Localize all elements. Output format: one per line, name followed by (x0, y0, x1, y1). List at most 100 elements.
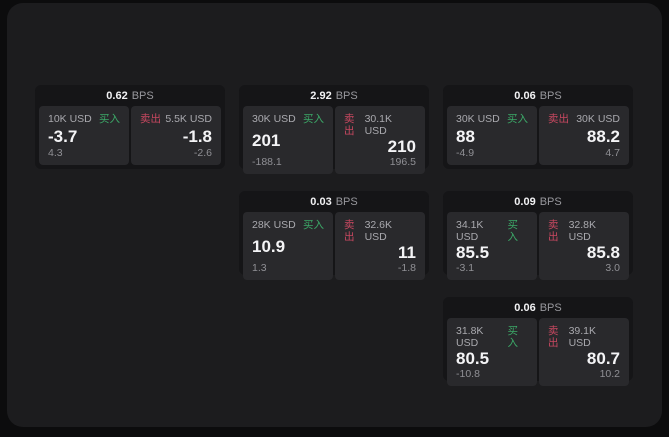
sell-badge: 卖出 (548, 113, 569, 125)
buy-badge: 买入 (99, 113, 120, 125)
buy-badge: 买入 (507, 325, 518, 349)
buy-main-value: 10.9 (252, 237, 286, 256)
buy-panel-top: 31.8K USD 买入 (456, 325, 528, 349)
sell-badge: 卖出 (140, 113, 161, 125)
sell-main-value: 11 (398, 243, 416, 262)
bps-unit-label: BPS (539, 301, 562, 314)
sell-main-value: 80.7 (586, 349, 620, 368)
sell-panel[interactable]: 卖出 39.1K USD 80.7 10.2 (539, 318, 629, 386)
buy-main-value: 88 (456, 126, 475, 146)
card-body: 10K USD 买入 -3.7 4.3 卖出 5.5K USD -1.8 -2.… (35, 106, 225, 169)
card-header: 0.06 BPS (443, 85, 633, 106)
buy-panel-top: 30K USD 买入 (252, 113, 324, 125)
buy-panel[interactable]: 34.1K USD 买入 85.5 -3.1 (447, 212, 537, 280)
buy-main-value: 80.5 (456, 349, 490, 368)
sell-sub-value: 196.5 (389, 156, 416, 168)
buy-amount-label: 30K USD (456, 113, 500, 125)
card-body: 31.8K USD 买入 80.5 -10.8 卖出 39.1K USD 80.… (443, 318, 633, 390)
sell-panel-top: 卖出 5.5K USD (140, 113, 212, 125)
buy-sub-value: -3.1 (456, 262, 475, 274)
buy-panel-top: 28K USD 买入 (252, 219, 324, 231)
buy-panel[interactable]: 31.8K USD 买入 80.5 -10.8 (447, 318, 537, 386)
buy-badge: 买入 (507, 113, 528, 125)
card-body: 34.1K USD 买入 85.5 -3.1 卖出 32.8K USD 85.8… (443, 212, 633, 284)
card-header: 2.92 BPS (239, 85, 429, 106)
buy-amount-label: 28K USD (252, 219, 296, 231)
sell-badge: 卖出 (548, 325, 559, 349)
sell-main-value: 210 (387, 137, 416, 156)
sell-amount-label: 32.6K USD (364, 219, 393, 243)
sell-panel-top: 卖出 32.6K USD (344, 219, 416, 243)
buy-main-value: -3.7 (48, 126, 78, 146)
card-header: 0.06 BPS (443, 297, 633, 318)
buy-panel[interactable]: 30K USD 买入 88 -4.9 (447, 106, 537, 165)
bps-value: 0.03 (310, 195, 332, 208)
bps-card: 0.62 BPS 10K USD 买入 -3.7 4.3 卖出 5.5K USD (35, 85, 225, 169)
sell-sub-value: 3.0 (605, 262, 620, 274)
sell-badge: 卖出 (344, 219, 355, 243)
sell-main-value: 88.2 (586, 126, 620, 146)
bps-value: 2.92 (310, 89, 332, 102)
buy-panel[interactable]: 30K USD 买入 201 -188.1 (243, 106, 333, 174)
buy-main-value: 201 (252, 131, 281, 150)
bps-unit-label: BPS (539, 89, 562, 102)
sell-amount-label: 5.5K USD (165, 113, 212, 125)
bps-card: 2.92 BPS 30K USD 买入 201 -188.1 卖出 30.1K … (239, 85, 429, 174)
buy-badge: 买入 (303, 113, 324, 125)
sell-panel[interactable]: 卖出 32.8K USD 85.8 3.0 (539, 212, 629, 280)
buy-sub-value: -4.9 (456, 147, 475, 159)
card-body: 30K USD 买入 201 -188.1 卖出 30.1K USD 210 1… (239, 106, 429, 178)
bps-card: 0.03 BPS 28K USD 买入 10.9 1.3 卖出 32.6K US… (239, 191, 429, 280)
buy-sub-value: -188.1 (252, 156, 282, 168)
card-header: 0.62 BPS (35, 85, 225, 106)
sell-sub-value: -2.6 (193, 147, 212, 159)
card-body: 28K USD 买入 10.9 1.3 卖出 32.6K USD 11 -1.8 (239, 212, 429, 284)
buy-amount-label: 34.1K USD (456, 219, 484, 243)
sell-badge: 卖出 (344, 113, 355, 137)
sell-panel[interactable]: 卖出 30K USD 88.2 4.7 (539, 106, 629, 165)
sell-main-value: 85.8 (586, 243, 620, 262)
bps-card: 0.09 BPS 34.1K USD 买入 85.5 -3.1 卖出 32.8K… (443, 191, 633, 280)
bps-value: 0.09 (514, 195, 536, 208)
bps-value: 0.06 (514, 89, 536, 102)
buy-panel-top: 10K USD 买入 (48, 113, 120, 125)
card-header: 0.03 BPS (239, 191, 429, 212)
sell-amount-label: 32.8K USD (568, 219, 597, 243)
quote-cards-grid: 0.62 BPS 10K USD 买入 -3.7 4.3 卖出 5.5K USD (35, 85, 633, 386)
card-header: 0.09 BPS (443, 191, 633, 212)
sell-sub-value: 4.7 (605, 147, 620, 159)
sell-sub-value: -1.8 (397, 262, 416, 274)
sell-panel-top: 卖出 32.8K USD (548, 219, 620, 243)
sell-panel[interactable]: 卖出 30.1K USD 210 196.5 (335, 106, 425, 174)
buy-badge: 买入 (507, 219, 518, 243)
sell-panel[interactable]: 卖出 32.6K USD 11 -1.8 (335, 212, 425, 280)
buy-panel[interactable]: 28K USD 买入 10.9 1.3 (243, 212, 333, 280)
buy-badge: 买入 (303, 219, 324, 231)
app-panel: 0.62 BPS 10K USD 买入 -3.7 4.3 卖出 5.5K USD (7, 3, 662, 427)
buy-sub-value: -10.8 (456, 368, 480, 380)
sell-panel[interactable]: 卖出 5.5K USD -1.8 -2.6 (131, 106, 221, 165)
bps-unit-label: BPS (335, 89, 358, 102)
sell-amount-label: 30.1K USD (364, 113, 393, 137)
bps-unit-label: BPS (539, 195, 562, 208)
bps-unit-label: BPS (131, 89, 154, 102)
sell-badge: 卖出 (548, 219, 559, 243)
buy-panel[interactable]: 10K USD 买入 -3.7 4.3 (39, 106, 129, 165)
sell-amount-label: 39.1K USD (568, 325, 597, 349)
buy-amount-label: 31.8K USD (456, 325, 484, 349)
buy-sub-value: 1.3 (252, 262, 267, 274)
bps-value: 0.62 (106, 89, 128, 102)
buy-main-value: 85.5 (456, 243, 490, 262)
buy-sub-value: 4.3 (48, 147, 63, 159)
sell-panel-top: 卖出 30K USD (548, 113, 620, 125)
bps-value: 0.06 (514, 301, 536, 314)
buy-panel-top: 34.1K USD 买入 (456, 219, 528, 243)
sell-amount-label: 30K USD (576, 113, 620, 125)
bps-unit-label: BPS (335, 195, 358, 208)
buy-panel-top: 30K USD 买入 (456, 113, 528, 125)
bps-card: 0.06 BPS 30K USD 买入 88 -4.9 卖出 30K USD (443, 85, 633, 169)
buy-amount-label: 10K USD (48, 113, 92, 125)
sell-main-value: -1.8 (182, 126, 212, 146)
sell-sub-value: 10.2 (599, 368, 620, 380)
sell-panel-top: 卖出 30.1K USD (344, 113, 416, 137)
